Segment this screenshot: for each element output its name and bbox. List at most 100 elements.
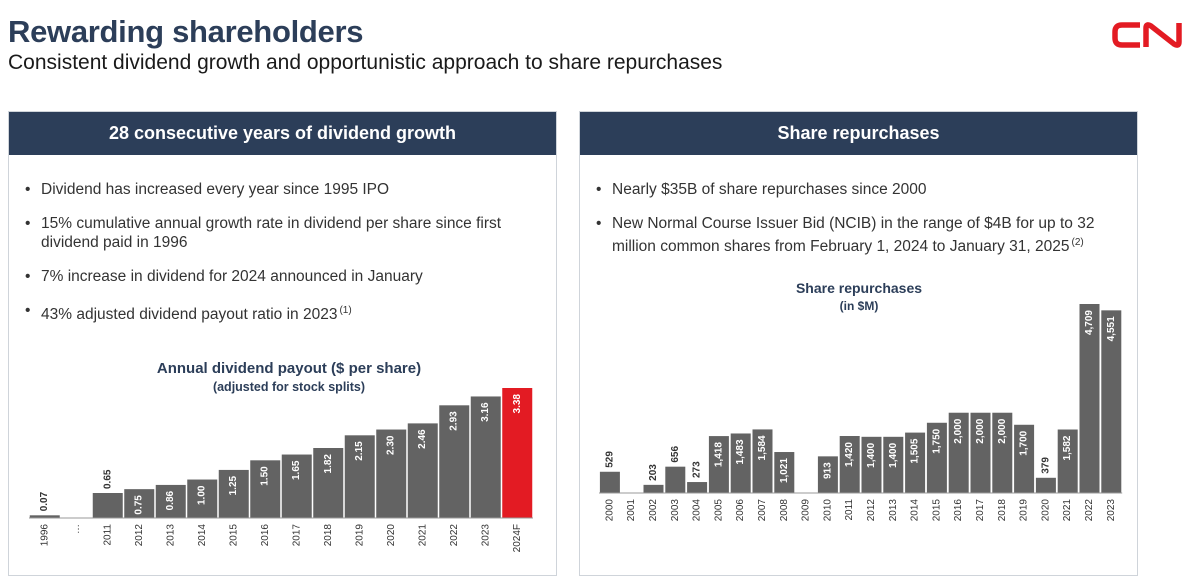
- cn-logo: [1112, 22, 1182, 48]
- data-label: 203: [648, 464, 659, 481]
- bullet-item: 43% adjusted dividend payout ratio in 20…: [25, 301, 526, 324]
- bar: [708, 436, 729, 493]
- bar: [1079, 304, 1100, 493]
- data-label: 1,483: [735, 439, 746, 464]
- category-label: …: [71, 524, 82, 534]
- bar: [839, 436, 860, 493]
- bar: [774, 452, 795, 493]
- category-label: 2009: [801, 499, 812, 522]
- data-label: 1.00: [197, 485, 208, 505]
- bar: [439, 405, 470, 518]
- category-label: 2019: [1019, 499, 1030, 522]
- bar: [948, 412, 969, 493]
- bar: [992, 412, 1013, 493]
- category-label: 2004: [692, 499, 703, 522]
- category-label: 2008: [779, 499, 790, 522]
- bullet-item: New Normal Course Issuer Bid (NCIB) in t…: [596, 214, 1107, 256]
- dividend-chart: 0.07 1996 … 0.65 2011 0.75 2012 0.86 2013 1.00 201…: [29, 388, 533, 552]
- category-label: 2015: [931, 499, 942, 522]
- category-label: 2014: [910, 499, 921, 522]
- category-label: 2005: [713, 499, 724, 522]
- footnote-ref: (1): [339, 305, 352, 316]
- dividend-panel-heading: 28 consecutive years of dividend growth: [9, 112, 556, 155]
- bar: [124, 489, 155, 518]
- bullet-item: Nearly $35B of share repurchases since 2…: [596, 180, 1107, 199]
- bar: [29, 515, 60, 518]
- bar: [502, 388, 533, 518]
- category-label: 2012: [134, 524, 145, 547]
- bar: [281, 454, 312, 518]
- data-label: 1,582: [1062, 435, 1073, 460]
- category-label: 2022: [1084, 499, 1095, 522]
- category-label: 2017: [975, 499, 986, 522]
- bar: [817, 456, 838, 493]
- bar: [1057, 429, 1078, 493]
- bar: [687, 482, 708, 493]
- bar: [752, 429, 773, 493]
- bar: [861, 436, 882, 493]
- bar: [407, 423, 438, 518]
- data-label: 1,505: [910, 438, 921, 463]
- data-label: 1,584: [757, 435, 768, 460]
- data-label: 1,021: [779, 458, 790, 483]
- data-label: 4,551: [1106, 316, 1117, 341]
- repurchase-chart-subtitle: (in $M): [839, 299, 879, 313]
- data-label: 2,000: [953, 418, 964, 443]
- data-label: 1.82: [323, 454, 334, 474]
- page-subtitle: Consistent dividend growth and opportuni…: [8, 51, 723, 74]
- data-label: 0.65: [102, 469, 113, 489]
- category-label: 2021: [417, 524, 428, 547]
- data-label: 3.16: [480, 402, 491, 422]
- bar: [250, 460, 281, 518]
- data-label: 379: [1040, 457, 1051, 474]
- category-label: 2020: [386, 524, 397, 547]
- bullet-item: 15% cumulative annual growth rate in div…: [25, 214, 526, 252]
- repurchase-panel-heading: Share repurchases: [580, 112, 1137, 155]
- data-label: 273: [692, 461, 703, 478]
- bar: [470, 396, 501, 518]
- category-label: 2003: [670, 499, 681, 522]
- data-label: 0.75: [134, 495, 145, 515]
- category-label: 2002: [648, 499, 659, 522]
- category-label: 2021: [1062, 499, 1073, 522]
- bar: [970, 412, 991, 493]
- category-label: 2016: [260, 524, 271, 547]
- data-label: 1.50: [260, 466, 271, 486]
- category-label: 2013: [165, 524, 176, 547]
- data-label: 2,000: [975, 418, 986, 443]
- data-label: 2.30: [386, 435, 397, 455]
- repurchase-bullets: Nearly $35B of share repurchases since 2…: [596, 180, 1107, 271]
- bar: [187, 479, 218, 518]
- dividend-panel: 28 consecutive years of dividend growth …: [8, 111, 557, 576]
- bar: [376, 429, 407, 518]
- bar: [1035, 477, 1056, 493]
- category-label: 2010: [822, 499, 833, 522]
- category-label: 1996: [39, 524, 50, 547]
- bullet-item: Dividend has increased every year since …: [25, 180, 526, 199]
- category-label: 2018: [323, 524, 334, 547]
- category-label: 2018: [997, 499, 1008, 522]
- data-label: 1,420: [844, 442, 855, 467]
- bar: [905, 432, 926, 493]
- dividend-chart-subtitle: (adjusted for stock splits): [212, 380, 366, 394]
- bar: [730, 433, 751, 493]
- data-label: 656: [670, 446, 681, 463]
- category-label: 2006: [735, 499, 746, 522]
- data-label: 2.93: [449, 411, 460, 431]
- category-label: 2023: [480, 524, 491, 547]
- bar: [599, 471, 620, 493]
- data-label: 3.38: [512, 394, 523, 414]
- category-label: 2017: [291, 524, 302, 547]
- page-title: Rewarding shareholders: [8, 14, 364, 49]
- category-label: 2012: [866, 499, 877, 522]
- category-label: 2020: [1040, 499, 1051, 522]
- bullet-item: 7% increase in dividend for 2024 announc…: [25, 267, 526, 286]
- data-label: 529: [604, 451, 615, 468]
- data-label: 1,700: [1019, 430, 1030, 455]
- bar: [92, 493, 123, 518]
- repurchase-chart-title: Share repurchases: [795, 280, 923, 296]
- data-label: 2.15: [354, 441, 365, 461]
- data-label: 1.65: [291, 460, 302, 480]
- category-label: 2024F: [512, 524, 523, 552]
- category-label: 2022: [449, 524, 460, 547]
